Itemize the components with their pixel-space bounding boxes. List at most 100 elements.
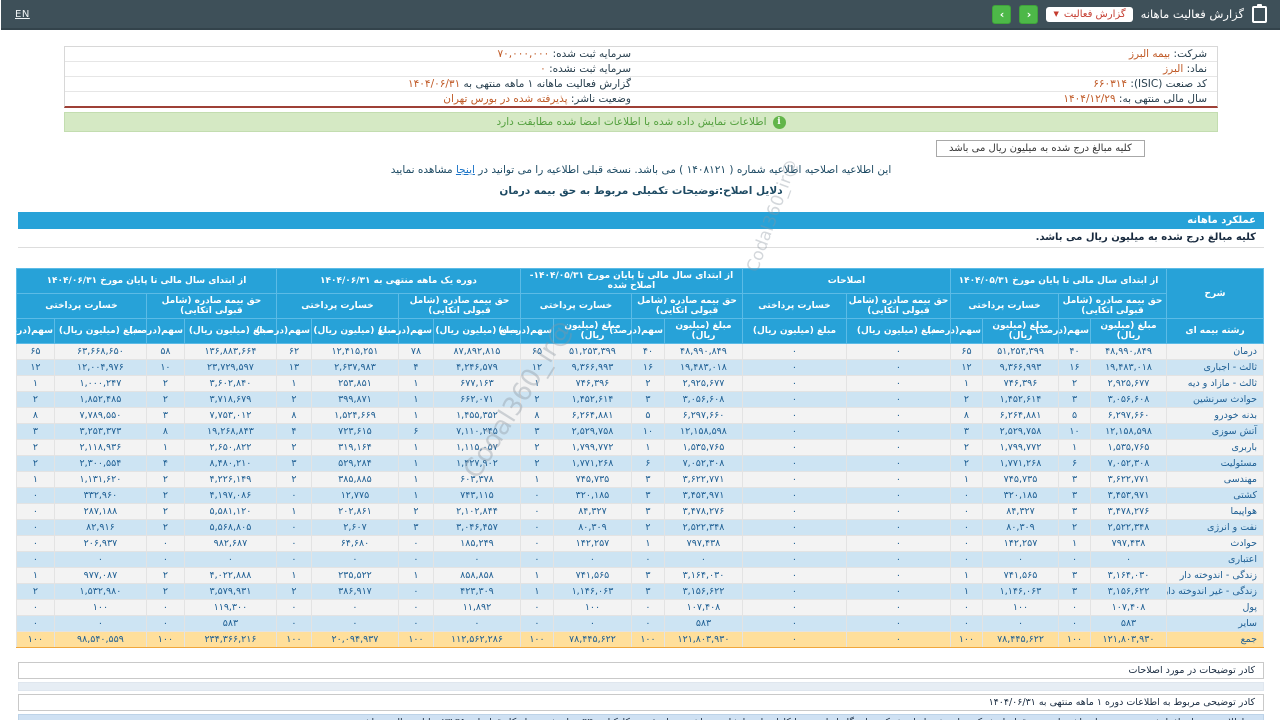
table-cell: ۱۴۲,۲۵۷ — [552, 536, 630, 552]
table-cell: ۲ — [949, 440, 981, 456]
table-cell: ۱,۵۳۵,۷۶۵ — [1090, 440, 1166, 456]
table-cell: ۰ — [1090, 552, 1166, 568]
table-cell: ۳,۱۵۶,۶۲۲ — [663, 584, 741, 600]
table-cell: ۷,۰۵۲,۳۰۸ — [663, 456, 741, 472]
table-cell: ۰ — [519, 552, 552, 568]
table-cell: ۲ — [145, 504, 183, 520]
table-cell: ۴۸,۹۹۰,۸۴۹ — [663, 344, 741, 360]
next-announcement-button[interactable]: ‹ — [1018, 5, 1037, 24]
info-value: ۶۶۰۳۱۴ — [1092, 78, 1126, 90]
info-icon: i — [772, 116, 785, 129]
table-cell: ۰ — [519, 488, 552, 504]
table-cell: ۷,۷۸۹,۵۵۰ — [53, 408, 145, 424]
previous-version-link[interactable]: اینجا — [455, 164, 474, 176]
table-cell: ۳,۴۵۳,۹۷۱ — [663, 488, 741, 504]
table-cell: ۰ — [949, 536, 981, 552]
table-row: آتش سوزی ۱۲,۱۵۸,۵۹۸ ۱۰ ۲,۵۲۹,۷۵۸ ۳ ۰ ۰ ۱۲,۱۵۸,۵… — [15, 424, 1262, 440]
table-cell: ۰ — [741, 504, 845, 520]
table-cell: ۰ — [845, 552, 949, 568]
table-cell: ۳,۰۴۶,۴۵۷ — [432, 520, 519, 536]
table-cell: ۳ — [630, 568, 663, 584]
report-type-select[interactable]: گزارش فعالیت ▼ — [1045, 7, 1131, 22]
table-cell: ۳ — [630, 488, 663, 504]
table-cell: ۰ — [845, 360, 949, 376]
table-cell: ۰ — [15, 552, 53, 568]
table-cell: ۱,۷۷۱,۲۶۸ — [982, 456, 1058, 472]
table-cell: ۱۲,۱۵۸,۵۹۸ — [663, 424, 741, 440]
table-cell: ۷۸,۴۴۵,۶۲۲ — [552, 632, 630, 648]
table-cell: ۶ — [397, 424, 432, 440]
table-cell: ۰ — [432, 616, 519, 632]
table-cell: ۲,۶۰۷ — [310, 520, 397, 536]
table-cell: ۶۷۷,۱۶۳ — [432, 376, 519, 392]
table-cell: ۰ — [310, 600, 397, 616]
table-cell: ۸ — [15, 408, 53, 424]
table-row: مهندسی ۳,۶۲۲,۷۷۱ ۳ ۷۴۵,۷۳۵ ۱ ۰ ۰ ۳,۶۲۲,۷۷۱ ۳ ۷۴۵,… — [15, 472, 1262, 488]
table-cell: ۳,۱۶۴,۰۳۰ — [663, 568, 741, 584]
table-cell: ۱ — [519, 376, 552, 392]
insurance-line-label: ثالث - اجباری — [1166, 360, 1263, 376]
table-cell: ۱۰۰ — [949, 632, 981, 648]
table-cell: ۴۸,۹۹۰,۸۴۹ — [1090, 344, 1166, 360]
column-group-header: از ابتدای سال مالی تا پایان مورخ ۱۴۰۴/۰۵… — [519, 269, 741, 294]
table-cell: ۰ — [741, 520, 845, 536]
table-cell: ۱۳۶,۸۸۳,۶۶۴ — [183, 344, 275, 360]
table-cell: ۰ — [845, 568, 949, 584]
performance-table: شرح از ابتدای سال مالی تا پایان مورخ ۱۴۰۴… — [15, 268, 1263, 648]
table-cell: ۱ — [397, 488, 432, 504]
table-cell: ۰ — [845, 456, 949, 472]
table-cell: ۱ — [275, 568, 310, 584]
info-cell-right: کد صنعت (ISIC): ۶۶۰۳۱۴ — [640, 77, 1216, 91]
table-cell: ۱ — [949, 376, 981, 392]
insurance-line-label: آتش سوزی — [1166, 424, 1263, 440]
table-cell: ۰ — [741, 456, 845, 472]
table-cell: ۴ — [145, 456, 183, 472]
table-row: کشتی ۳,۴۵۳,۹۷۱ ۳ ۳۲۰,۱۸۵ ۰ ۰ ۰ ۳,۴۵۳,۹۷۱ ۳ ۳۲۰,۱۸… — [15, 488, 1262, 504]
table-row: مسئولیت ۷,۰۵۲,۳۰۸ ۶ ۱,۷۷۱,۲۶۸ ۲ ۰ ۰ ۷,۰۵۲,۳۰۸ ۶ ۱… — [15, 456, 1262, 472]
table-cell: ۶,۲۶۴,۸۸۱ — [982, 408, 1058, 424]
table-cell: ۷۴۱,۵۶۵ — [552, 568, 630, 584]
table-cell: ۳,۷۱۸,۶۷۹ — [183, 392, 275, 408]
table-row: پول ۱۰۷,۴۰۸ ۰ ۱۰۰ ۰ ۰ ۰ ۱۰۷,۴۰۸ ۰ ۱۰۰ ۰ ۱۱,۸۹۲ ۰ ۰ ۰ ۱۱… — [15, 600, 1262, 616]
table-cell: ۳۱۹,۱۶۴ — [310, 440, 397, 456]
prev-announcement-button[interactable]: › — [991, 5, 1010, 24]
table-cell: ۳۳۲,۹۶۰ — [53, 488, 145, 504]
table-cell: ۱ — [397, 392, 432, 408]
table-cell: ۰ — [845, 392, 949, 408]
report-clipboard-icon — [1251, 6, 1266, 23]
table-cell: ۴ — [397, 360, 432, 376]
table-cell: ۱,۴۵۲,۶۱۴ — [552, 392, 630, 408]
english-language-link[interactable]: EN — [14, 9, 29, 20]
column-subheader-premium: حق بیمه صادره (شامل قبولی اتکایی) — [845, 294, 949, 319]
table-cell: ۱ — [1058, 536, 1090, 552]
table-cell: ۲ — [145, 472, 183, 488]
table-cell: ۲۳۴,۳۶۶,۲۱۶ — [183, 632, 275, 648]
column-header-share: سهم(درصد) — [519, 319, 552, 344]
table-cell: ۳ — [145, 408, 183, 424]
column-header-share: سهم(درصد) — [630, 319, 663, 344]
table-cell: ۲ — [949, 392, 981, 408]
table-cell: ۲,۶۵۰,۸۲۲ — [183, 440, 275, 456]
table-row: حوادث ۷۹۷,۴۳۸ ۱ ۱۴۲,۲۵۷ ۰ ۰ ۰ ۷۹۷,۴۳۸ ۱ ۱۴۲,۲۵۷ ۰ ۱… — [15, 536, 1262, 552]
table-cell: ۴,۲۴۶,۵۷۹ — [432, 360, 519, 376]
table-cell: ۳ — [630, 504, 663, 520]
insurance-line-label: حوادث سرنشین — [1166, 392, 1263, 408]
table-cell: ۳ — [1058, 584, 1090, 600]
column-header-amount: مبلغ (میلیون ریال) — [53, 319, 145, 344]
table-cell: ۲,۱۰۲,۸۴۴ — [432, 504, 519, 520]
alert-text: اطلاعات نمایش داده شده با اطلاعات امضا ش… — [496, 116, 766, 128]
table-cell: ۸,۴۸۰,۲۱۰ — [183, 456, 275, 472]
table-cell: ۰ — [845, 472, 949, 488]
amendment-notice: این اطلاعیه اصلاحیه اطلاعیه شماره ( ۱۴۰۸… — [0, 164, 1280, 176]
table-cell: ۲ — [145, 392, 183, 408]
table-cell: ۰ — [741, 344, 845, 360]
table-cell: ۱۶ — [1058, 360, 1090, 376]
table-cell: ۱۲,۰۰۴,۹۷۶ — [53, 360, 145, 376]
table-cell: ۰ — [845, 632, 949, 648]
table-cell: ۳۲۰,۱۸۵ — [982, 488, 1058, 504]
table-cell: ۶۶۲,۰۷۱ — [432, 392, 519, 408]
column-header-desc: شرح — [1166, 269, 1263, 319]
table-cell: ۰ — [982, 616, 1058, 632]
table-cell: ۰ — [949, 552, 981, 568]
table-cell: ۱ — [1058, 440, 1090, 456]
